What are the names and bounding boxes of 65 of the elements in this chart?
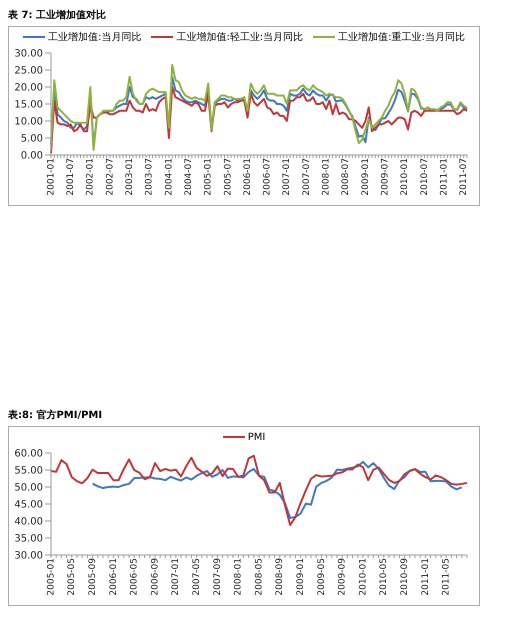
- legend-label: PMI: [248, 432, 266, 442]
- x-tick-label: 2009-07: [380, 158, 390, 196]
- legend-label: 工业增加值:重工业:当月同比: [338, 30, 465, 44]
- x-tick-label: 2011-01: [420, 558, 431, 596]
- x-tick-label: 2011-05: [442, 558, 452, 596]
- chart-title: 表 7: 工业增加值对比: [8, 8, 107, 22]
- y-tick-label: 60.00: [14, 448, 43, 460]
- x-tick-label: 2010-05: [379, 558, 390, 596]
- x-tick-label: 2009-01: [360, 158, 371, 196]
- line-series: [50, 454, 468, 526]
- x-tick-label: 2009-09: [338, 558, 348, 596]
- x-tick-label: 2007-09: [212, 558, 223, 596]
- x-tick-label: 2001-07: [66, 158, 76, 196]
- x-tick-label: 2006-01: [242, 158, 253, 196]
- y-tick-label: 30.00: [14, 48, 43, 60]
- legend-label: 工业增加值:轻工业:当月同比: [176, 30, 304, 44]
- line-series: [92, 460, 463, 519]
- x-tick-label: 2005-09: [88, 558, 98, 596]
- x-tick-label: 2006-09: [150, 558, 160, 596]
- x-tick-label: 2007-07: [302, 158, 312, 196]
- y-tick-label: 0.00: [20, 150, 43, 162]
- x-tick-label: 2006-01: [108, 558, 119, 596]
- x-tick-label: 2004-01: [164, 158, 174, 196]
- y-tick-label: 50.00: [14, 482, 43, 494]
- x-tick-label: 2002-07: [105, 158, 116, 196]
- x-tick-label: 2006-05: [130, 558, 140, 596]
- x-tick-label: 2003-01: [125, 158, 136, 196]
- x-tick-label: 2011-07: [459, 158, 470, 196]
- y-tick-label: 10.00: [14, 116, 43, 128]
- chart-title: 表:8: 官方PMI/PMI: [8, 408, 104, 422]
- y-tick-label: 5.00: [20, 134, 43, 145]
- x-tick-label: 2010-01: [400, 158, 410, 196]
- x-tick-label: 2001-01: [46, 158, 56, 196]
- x-tick-label: 2010-07: [420, 158, 430, 196]
- x-tick-label: 2007-01: [282, 158, 292, 196]
- x-tick-label: 2008-09: [275, 558, 286, 596]
- y-tick-label: 35.00: [14, 534, 43, 545]
- legend-label: 工业增加值:当月同比: [48, 30, 142, 44]
- x-tick-label: 2005-01: [46, 558, 56, 596]
- y-tick-label: 30.00: [14, 550, 43, 562]
- x-tick-label: 2010-09: [400, 558, 410, 596]
- x-tick-label: 2011-01: [439, 158, 450, 196]
- x-tick-label: 2006-07: [262, 158, 273, 196]
- x-tick-label: 2005-01: [204, 158, 214, 196]
- x-tick-label: 2007-05: [192, 558, 202, 596]
- y-tick-label: 15.00: [14, 100, 43, 111]
- x-tick-label: 2008-01: [234, 558, 244, 596]
- y-tick-label: 45.00: [14, 500, 43, 511]
- x-tick-label: 2008-05: [254, 558, 264, 596]
- y-tick-label: 55.00: [14, 466, 43, 477]
- x-tick-label: 2009-01: [296, 558, 306, 596]
- x-tick-label: 2007-01: [171, 558, 182, 596]
- x-tick-label: 2008-01: [322, 158, 332, 196]
- x-tick-label: 2005-07: [223, 158, 234, 196]
- x-tick-label: 2002-01: [86, 158, 96, 196]
- y-tick-label: 40.00: [14, 516, 43, 528]
- line-series: [50, 64, 468, 151]
- x-tick-label: 2010-01: [358, 558, 368, 596]
- x-tick-label: 2003-07: [144, 158, 155, 196]
- y-tick-label: 20.00: [14, 82, 43, 94]
- x-tick-label: 2008-07: [341, 158, 352, 196]
- y-tick-label: 25.00: [14, 66, 43, 77]
- x-tick-label: 2004-07: [184, 158, 194, 196]
- x-tick-label: 2009-05: [316, 558, 327, 596]
- x-tick-label: 2005-05: [67, 558, 78, 596]
